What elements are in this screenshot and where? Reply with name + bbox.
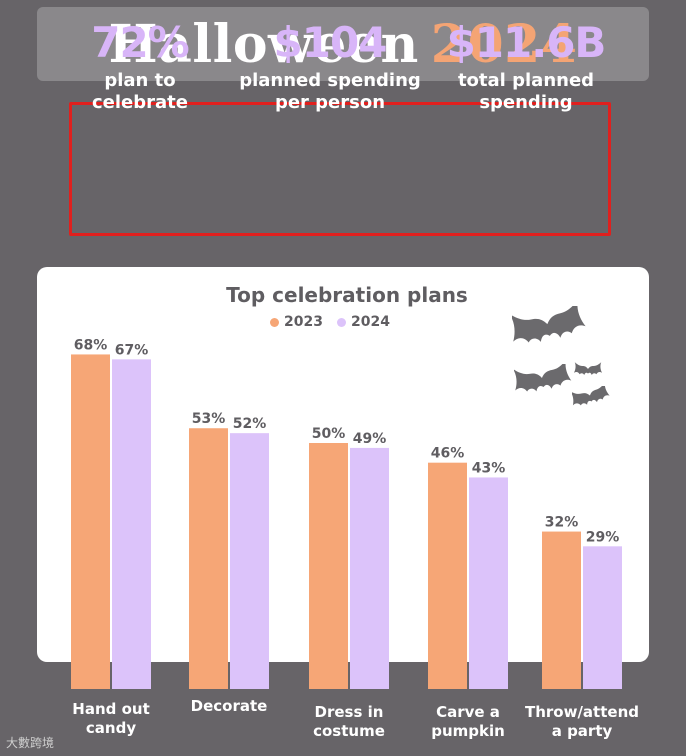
category-label-4: Throw/attend a party [525, 703, 639, 740]
bar-2023-2 [309, 443, 348, 689]
stat-value: 72% [91, 18, 190, 67]
page-title: Halloween 2024 [109, 14, 578, 75]
stat-label-line: plan to [104, 70, 176, 91]
stat-label-line: total planned [457, 70, 595, 91]
watermark: 大數跨境 [6, 736, 55, 750]
stat-label: total planned spending [458, 70, 594, 114]
data-label-2024-1: 52% [233, 416, 267, 432]
title-year: 2024 [430, 13, 578, 75]
data-label-2023-2: 50% [312, 426, 346, 442]
bar-2023-3 [428, 462, 467, 689]
bat-icon [572, 386, 610, 406]
data-label-2024-3: 43% [472, 460, 506, 476]
data-label-2023-0: 68% [74, 337, 108, 353]
bar-2023-0 [71, 354, 110, 689]
bat-icon [574, 362, 602, 376]
legend-item-2023: 2023 [270, 314, 323, 330]
legend-dot-2023 [270, 317, 279, 327]
bat-icon [512, 306, 586, 343]
chart-legend: 2023 2024 [270, 314, 390, 330]
bar-2023-1 [189, 428, 228, 689]
category-label-2: Dress in costume [313, 703, 385, 740]
bar-2024-2 [350, 447, 389, 689]
stat-label: planned spending per person [239, 70, 421, 114]
data-label-2024-2: 49% [353, 431, 387, 447]
data-label-2023-4: 32% [545, 515, 579, 531]
stat-celebrate: 72% plan to celebrate [82, 18, 198, 114]
data-label-2023-3: 46% [431, 446, 465, 462]
stat-total: $11.6B total planned spending [446, 18, 607, 114]
stat-label-line: spending [479, 92, 573, 113]
bar-2024-0 [112, 359, 151, 689]
chart-title: Top celebration plans [226, 283, 468, 307]
data-label-2024-4: 29% [586, 529, 620, 545]
title-bar: Halloween 2024 [37, 7, 649, 81]
legend-item-2024: 2024 [336, 314, 390, 330]
stat-value: $104 [273, 18, 388, 67]
legend-label-2023: 2023 [284, 314, 323, 330]
data-label-2023-1: 53% [192, 411, 226, 427]
title-word: Halloween [108, 13, 419, 75]
stat-value: $11.6B [446, 18, 607, 67]
bar-2024-3 [469, 477, 508, 689]
stat-label-line: planned spending [239, 70, 421, 91]
stats-highlight-box [69, 102, 611, 236]
stat-label-line: celebrate [92, 92, 188, 113]
legend-label-2024: 2024 [350, 314, 390, 330]
category-label-1: Decorate [191, 697, 268, 715]
bar-2024-1 [230, 433, 269, 689]
bar-2023-4 [542, 531, 581, 689]
category-label-0: Hand out candy [72, 700, 149, 737]
data-label-2024-0: 67% [115, 342, 149, 358]
stat-label: plan to celebrate [92, 70, 188, 114]
stat-label-line: per person [274, 92, 386, 113]
category-label-3: Carve a pumpkin [431, 703, 505, 740]
bat-icon [514, 364, 572, 392]
bar-2024-4 [583, 546, 622, 689]
stat-per-person: $104 planned spending per person [230, 18, 430, 114]
legend-dot-2024 [336, 317, 346, 327]
